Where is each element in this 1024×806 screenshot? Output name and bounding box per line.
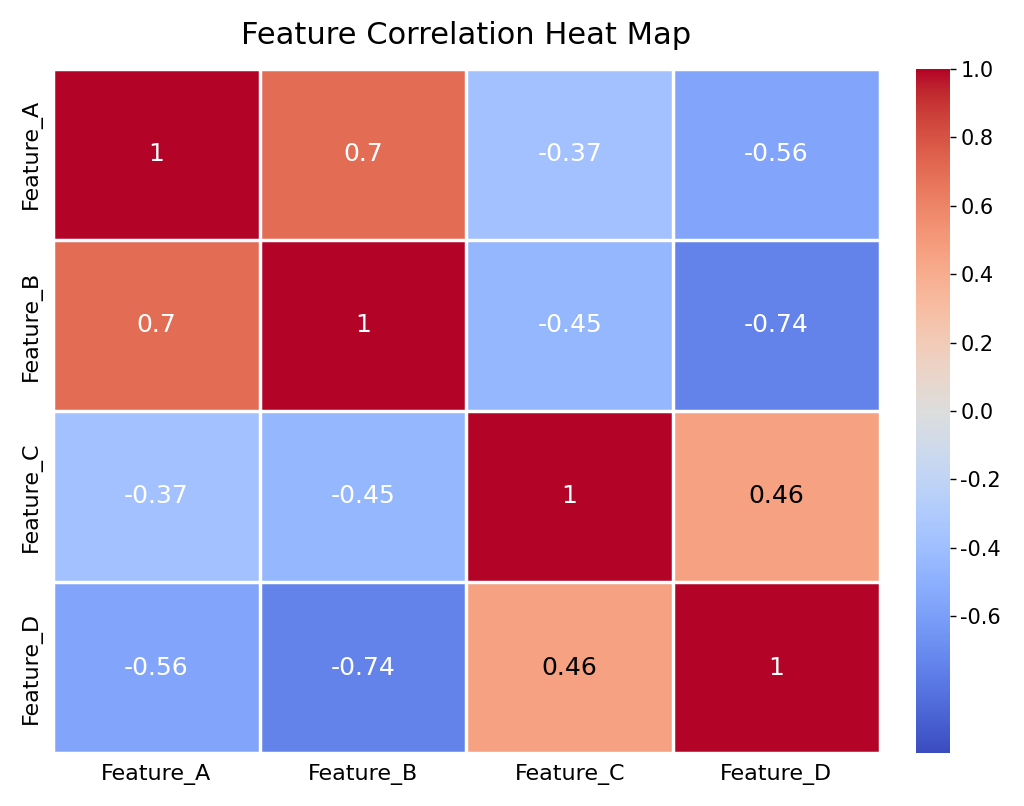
Text: -0.74: -0.74 <box>743 314 809 338</box>
Text: 0.7: 0.7 <box>136 314 176 338</box>
Text: -0.37: -0.37 <box>538 143 602 166</box>
Text: -0.45: -0.45 <box>331 484 395 509</box>
Text: 1: 1 <box>562 484 578 509</box>
Text: -0.56: -0.56 <box>744 143 809 166</box>
Text: -0.74: -0.74 <box>331 655 395 679</box>
Text: 1: 1 <box>768 655 784 679</box>
Text: -0.37: -0.37 <box>124 484 188 509</box>
Title: Feature Correlation Heat Map: Feature Correlation Heat Map <box>242 21 691 50</box>
Text: 0.7: 0.7 <box>343 143 383 166</box>
Text: -0.56: -0.56 <box>124 655 188 679</box>
Text: 0.46: 0.46 <box>542 655 598 679</box>
Text: 1: 1 <box>148 143 164 166</box>
Text: 1: 1 <box>355 314 371 338</box>
Text: 0.46: 0.46 <box>749 484 804 509</box>
Text: -0.45: -0.45 <box>538 314 602 338</box>
